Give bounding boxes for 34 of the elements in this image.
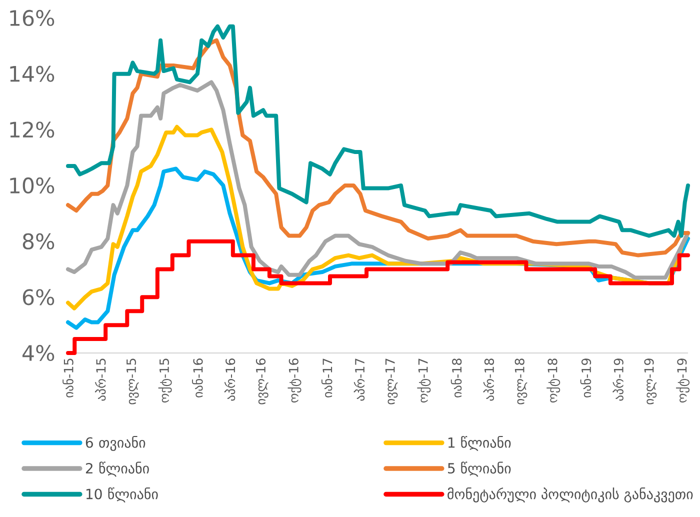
y-tick-label: 10% (10, 177, 54, 194)
x-tick-label: აპრ-16 (224, 358, 236, 401)
x-tick-label: ივლ-18 (514, 358, 528, 404)
legend-label: 2 წლიანი (86, 462, 149, 477)
x-tick-label: აპრ-19 (612, 358, 624, 401)
x-tick-label: ივლ-17 (385, 358, 398, 404)
x-tick-label: იან-17 (321, 358, 332, 398)
x-tick-label: აპრ-15 (94, 358, 106, 401)
y-tick-label: 14% (10, 66, 54, 82)
y-tick-label: 6% (22, 289, 54, 306)
x-tick-label: ივლ-19 (644, 358, 657, 404)
x-tick-label: იან-15 (62, 358, 74, 398)
x-tick-label: იან-18 (450, 358, 462, 398)
x-tick-label: ოქტ-19 (676, 358, 690, 403)
x-tick-label: აპრ-18 (483, 358, 494, 401)
legend-label: 5 წლიანი (448, 462, 511, 477)
y-tick-label: 8% (22, 233, 54, 250)
legend-label: მონეტარული პოლიტიკის განაკვეთი (448, 487, 693, 502)
y-tick-label: 12% (10, 122, 54, 138)
y-tick-label: 16% (10, 10, 54, 26)
x-tick-label: აპრ-17 (354, 358, 365, 401)
x-tick-label: იან-16 (192, 358, 203, 398)
x-tick-label: ივლ-15 (126, 358, 139, 404)
x-tick-label: ივლ-16 (256, 358, 268, 404)
line-series (66, 80, 690, 280)
legend-label: 6 თვიანი (86, 436, 146, 451)
x-tick-label: ოქტ-15 (158, 358, 172, 403)
x-tick-label: ოქტ-18 (546, 358, 560, 403)
x-tick-label: იან-19 (580, 358, 592, 398)
legend-label: 1 წლიანი (448, 436, 511, 451)
x-tick-label: ოქტ-17 (417, 358, 431, 403)
x-tick-label: ოქტ-16 (288, 358, 302, 403)
legend-label: 10 წლიანი (86, 487, 158, 502)
y-tick-label: 4% (22, 344, 54, 362)
